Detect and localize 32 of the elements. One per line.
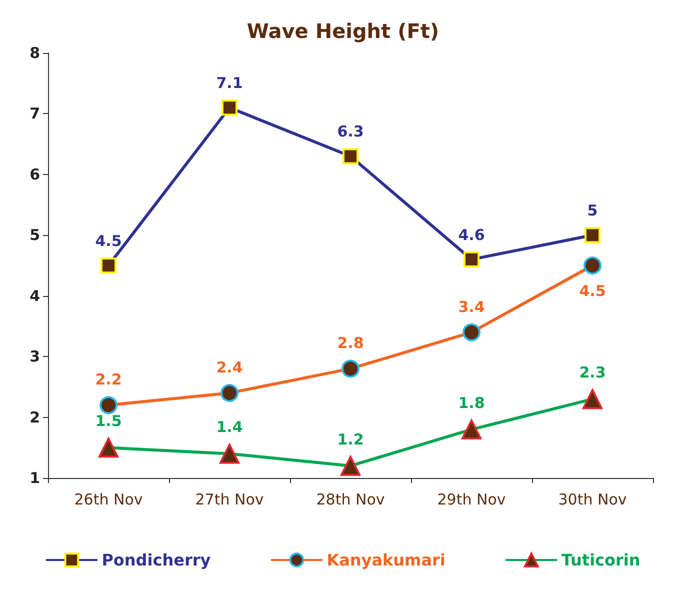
data-label: 1.5 (95, 412, 122, 430)
y-tick-label: 2 (30, 408, 40, 426)
x-tick-label: 29th Nov (437, 490, 506, 508)
chart-title: Wave Height (Ft) (246, 19, 440, 43)
data-label: 2.3 (579, 364, 606, 382)
y-tick-label: 3 (30, 348, 40, 366)
y-tick-label: 7 (30, 104, 40, 123)
x-tick-label: 27th Nov (195, 490, 264, 508)
data-label: 1.2 (337, 430, 364, 448)
data-label: 7.1 (216, 74, 243, 92)
data-label: 4.5 (579, 282, 606, 300)
data-label: 1.8 (458, 394, 485, 412)
legend-label: Pondicherry (102, 550, 212, 570)
data-label: 3.4 (458, 298, 485, 316)
data-label: 2.8 (337, 334, 364, 352)
y-tick-label: 5 (30, 226, 40, 244)
data-label: 4.5 (95, 232, 122, 250)
x-tick-label: 28th Nov (316, 490, 385, 508)
data-label: 1.4 (216, 418, 243, 436)
data-label: 2.2 (95, 370, 122, 389)
y-tick-label: 8 (30, 44, 40, 62)
y-tick-label: 6 (30, 165, 40, 184)
data-label: 6.3 (337, 122, 364, 141)
data-label: 4.6 (458, 226, 485, 244)
legend-label: Tuticorin (561, 550, 640, 570)
x-tick-label: 26th Nov (74, 490, 143, 508)
data-label: 5 (587, 202, 598, 220)
y-tick-label: 1 (30, 469, 40, 487)
legend-label: Kanyakumari (326, 550, 446, 570)
data-label: 2.4 (216, 358, 243, 376)
x-tick-label: 30th Nov (558, 490, 627, 508)
y-tick-label: 4 (30, 286, 40, 305)
